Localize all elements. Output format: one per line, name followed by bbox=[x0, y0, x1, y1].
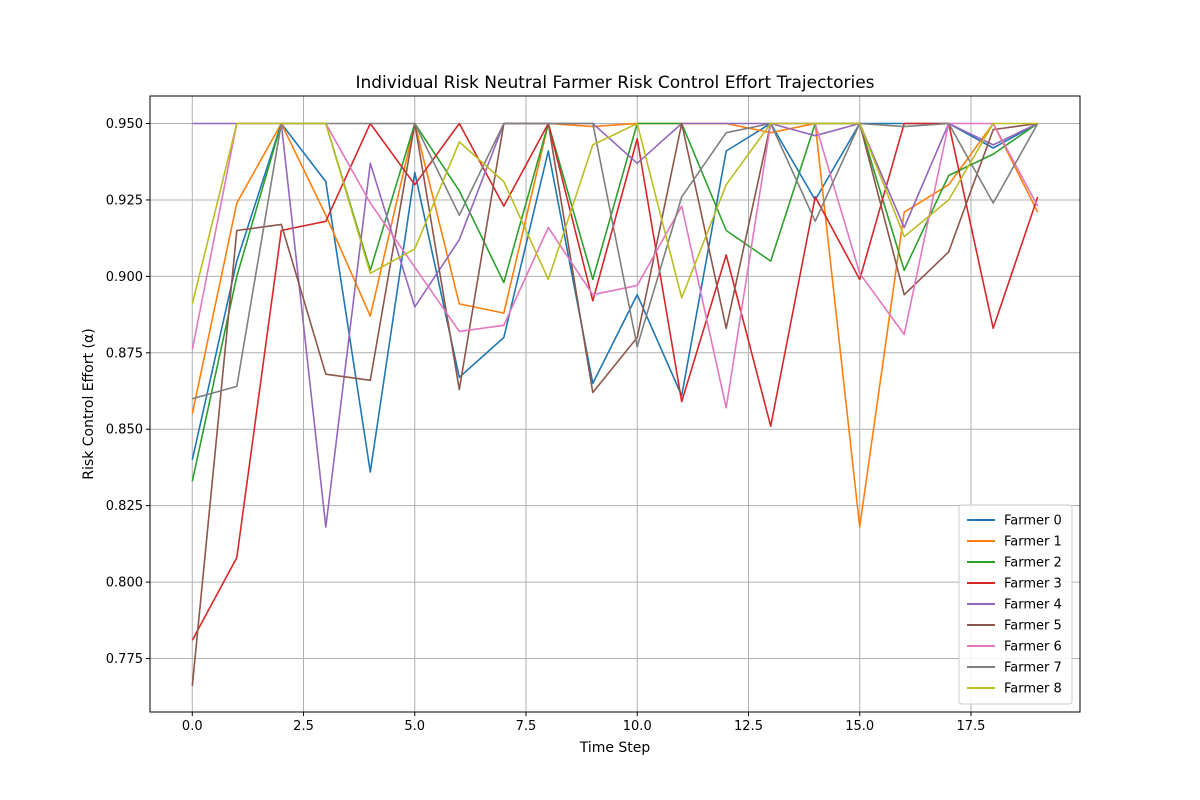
series-line-farmer-8 bbox=[191, 122, 1038, 305]
y-tick-label: 0.900 bbox=[106, 270, 143, 285]
series-line-farmer-0 bbox=[191, 122, 1039, 473]
legend: Farmer 0 Farmer 1 Farmer 2 Farmer 3 Farmer 4… bbox=[958, 504, 1073, 705]
legend-label: Farmer 6 bbox=[1004, 640, 1062, 655]
series-line-farmer-5 bbox=[191, 122, 1038, 687]
legend-label: Farmer 1 bbox=[1004, 535, 1062, 550]
series-line-farmer-7 bbox=[192, 122, 1039, 400]
tick-layer: 0.0 2.5 5.0 7.5 10.0 12.5 15.0 17.5 0.775 0.800 0.… bbox=[106, 117, 986, 734]
legend-label: Farmer 7 bbox=[1004, 661, 1062, 676]
x-axis-title: Time Step bbox=[579, 740, 651, 756]
x-tick-label: 2.5 bbox=[293, 719, 314, 734]
x-tick-label: 7.5 bbox=[516, 719, 537, 734]
x-tick-label: 15.0 bbox=[845, 719, 874, 734]
legend-label: Farmer 0 bbox=[1004, 514, 1062, 529]
y-tick-label: 0.950 bbox=[106, 117, 143, 132]
legend-label: Farmer 4 bbox=[1004, 598, 1062, 613]
x-tick-label: 17.5 bbox=[957, 719, 986, 734]
x-tick-label: 12.5 bbox=[734, 719, 763, 734]
series-layer bbox=[191, 122, 1039, 687]
x-tick-label: 0.0 bbox=[182, 719, 203, 734]
x-tick-label: 5.0 bbox=[404, 719, 425, 734]
y-tick-label: 0.925 bbox=[106, 193, 143, 208]
plot-frame bbox=[149, 95, 1081, 713]
y-tick-label: 0.825 bbox=[106, 499, 143, 514]
legend-label: Farmer 8 bbox=[1004, 682, 1062, 697]
legend-label: Farmer 5 bbox=[1004, 619, 1062, 634]
series-line-farmer-6 bbox=[191, 122, 1039, 409]
x-tick-label: 10.0 bbox=[623, 719, 652, 734]
y-tick-label: 0.775 bbox=[106, 652, 143, 667]
y-tick-label: 0.875 bbox=[106, 346, 143, 361]
legend-label: Farmer 2 bbox=[1004, 556, 1062, 571]
series-line-farmer-4 bbox=[192, 122, 1039, 528]
y-tick-label: 0.850 bbox=[106, 423, 143, 438]
y-tick-label: 0.800 bbox=[106, 576, 143, 591]
chart-title: Individual Risk Neutral Farmer Risk Cont… bbox=[355, 73, 874, 93]
y-axis-title: Risk Control Effort (α) bbox=[81, 328, 97, 479]
series-line-farmer-3 bbox=[191, 122, 1039, 641]
legend-label: Farmer 3 bbox=[1004, 577, 1062, 592]
legend-box bbox=[958, 504, 1073, 705]
